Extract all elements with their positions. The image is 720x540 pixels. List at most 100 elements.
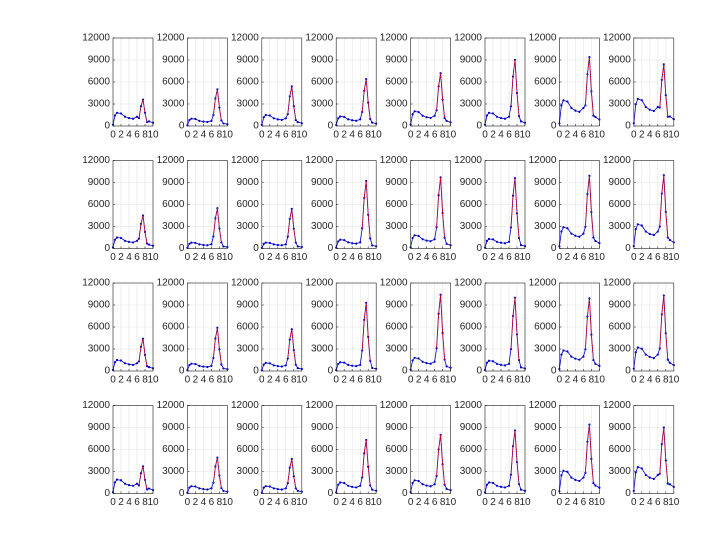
y-tick-label: 9000 <box>237 55 260 66</box>
subplot: 0 3000 6000 9000 12000 0 2 4 6 8 10 <box>454 278 531 386</box>
y-tick-label: 3000 <box>88 221 111 232</box>
y-tick-label: 6000 <box>460 199 483 210</box>
data-point <box>369 484 372 487</box>
subplot: 0 3000 6000 9000 12000 0 2 4 6 8 10 <box>603 400 680 508</box>
x-tick-label: 2 <box>267 375 273 386</box>
x-tick-label: 2 <box>565 497 571 508</box>
data-point <box>222 367 225 370</box>
x-tick-label: 6 <box>357 375 363 386</box>
data-point <box>513 177 517 180</box>
data-point <box>666 482 669 485</box>
data-point <box>491 112 495 115</box>
axes-box <box>261 160 303 249</box>
data-point <box>198 119 201 122</box>
x-tick-label: 6 <box>209 375 215 386</box>
y-tick-label: 9000 <box>162 300 185 311</box>
data-point <box>147 487 151 490</box>
y-tick-label: 12000 <box>603 400 631 411</box>
data-point <box>347 241 350 244</box>
data-point <box>487 237 491 241</box>
x-tick-label: 6 <box>506 375 512 386</box>
x-tick-label: 4 <box>349 497 355 508</box>
x-tick-label: 6 <box>209 497 215 508</box>
x-tick-label: 8 <box>663 252 669 263</box>
x-tick-label: 10 <box>147 130 159 141</box>
x-tick-label: 0 <box>259 252 265 263</box>
data-point <box>566 100 569 103</box>
data-point <box>264 485 267 488</box>
y-tick-label: 12000 <box>157 33 185 44</box>
data-point <box>445 119 448 122</box>
data-point <box>592 236 595 239</box>
data-point <box>594 239 597 243</box>
y-tick-label: 12000 <box>82 400 110 411</box>
y-tick-label: 6000 <box>460 77 483 88</box>
x-tick-label: 6 <box>506 497 512 508</box>
data-point <box>347 484 350 487</box>
y-tick-label: 3000 <box>460 221 483 232</box>
data-point <box>276 488 279 491</box>
y-tick-label: 9000 <box>460 55 483 66</box>
data-point <box>656 105 659 109</box>
axes-box <box>261 405 303 494</box>
x-tick-label: 4 <box>424 130 430 141</box>
subplot: 0 3000 6000 9000 12000 0 2 4 6 8 10 <box>305 33 382 141</box>
data-point <box>210 119 213 122</box>
x-tick-label: 8 <box>217 497 223 508</box>
axes-box <box>559 282 600 372</box>
x-tick-label: 10 <box>668 497 680 508</box>
data-point <box>566 350 569 353</box>
x-tick-label: 2 <box>565 375 571 386</box>
axes-box <box>335 405 377 494</box>
data-point <box>503 364 507 367</box>
x-tick-label: 4 <box>349 130 355 141</box>
y-tick-label: 3000 <box>88 466 111 477</box>
data-point <box>495 362 499 365</box>
data-point <box>417 357 420 360</box>
y-tick-label: 12000 <box>157 155 185 166</box>
data-point <box>560 230 563 233</box>
data-point <box>355 365 358 368</box>
y-tick-label: 6000 <box>609 199 632 210</box>
x-tick-label: 0 <box>631 130 637 141</box>
x-tick-label: 4 <box>424 375 430 386</box>
data-point <box>652 356 655 360</box>
data-point <box>284 243 287 246</box>
x-tick-label: 10 <box>668 130 680 141</box>
data-point <box>198 243 201 246</box>
data-point <box>188 486 191 489</box>
data-point <box>648 232 651 236</box>
x-tick-label: 4 <box>275 130 281 141</box>
x-tick-label: 2 <box>565 130 571 141</box>
data-point <box>656 230 659 233</box>
y-tick-label: 9000 <box>88 300 111 311</box>
data-point <box>355 242 358 245</box>
x-tick-label: 4 <box>201 252 207 263</box>
y-tick-label: 0 <box>104 488 110 499</box>
x-tick-label: 6 <box>432 497 438 508</box>
data-point <box>495 240 499 243</box>
data-point <box>113 114 117 117</box>
x-tick-label: 0 <box>110 130 116 141</box>
y-tick-label: 12000 <box>231 278 259 289</box>
x-tick-label: 6 <box>357 497 363 508</box>
x-tick-label: 0 <box>482 130 488 141</box>
x-tick-label: 0 <box>631 497 637 508</box>
axes-box <box>112 37 154 127</box>
data-point <box>433 238 436 241</box>
y-tick-label: 9000 <box>460 422 483 433</box>
axes-box <box>559 405 600 494</box>
x-tick-label: 6 <box>581 497 587 508</box>
data-point <box>648 108 651 111</box>
x-tick-label: 0 <box>110 252 116 263</box>
data-point <box>220 363 223 366</box>
x-tick-label: 8 <box>663 130 669 141</box>
data-point <box>634 228 637 231</box>
data-point <box>369 359 372 362</box>
x-tick-label: 0 <box>185 497 191 508</box>
x-tick-label: 4 <box>275 375 281 386</box>
series-line <box>361 78 371 120</box>
x-tick-label: 10 <box>222 375 234 386</box>
data-point <box>202 243 205 247</box>
